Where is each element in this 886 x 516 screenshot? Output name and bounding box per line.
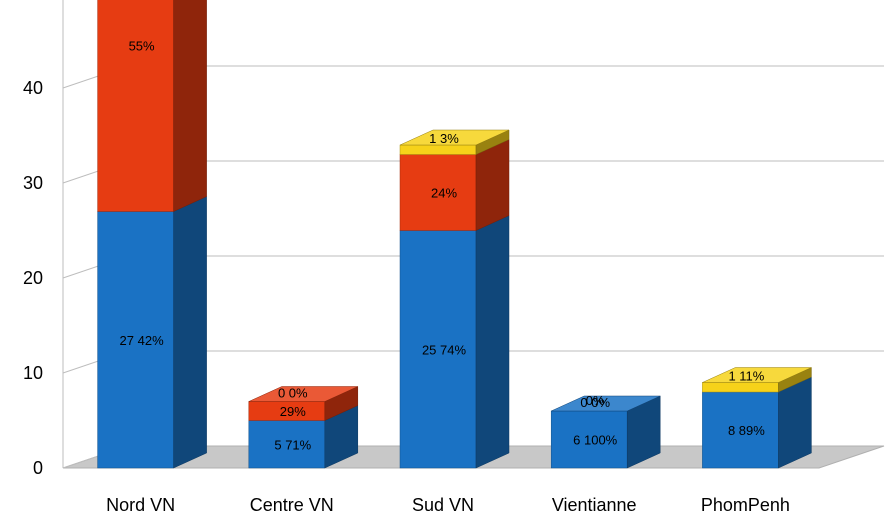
bar-segment-side: [173, 0, 207, 212]
data-label: 1 11%: [728, 369, 764, 384]
bar-segment: [248, 420, 326, 469]
x-category-label: Vientianne: [552, 495, 637, 515]
bar-stack: 25 74% 24% 1 3%: [399, 129, 510, 469]
bar-segment-side: [173, 196, 207, 469]
bar-stack: 5 71% 29% 0 0%: [248, 386, 359, 469]
bar-segment-side: [475, 139, 510, 231]
bar-segment: [399, 154, 477, 231]
bars: 27 42%55%2 3%5 71%29%0 0%25 74%24%1 3%6 …: [97, 0, 812, 469]
data-label: 29%: [280, 404, 306, 419]
bar-top-face: [551, 395, 661, 412]
bar-segment: [702, 382, 779, 393]
data-label: 8 89%: [728, 423, 765, 438]
data-label: 0 0%: [580, 395, 610, 410]
bar-top-face: [248, 386, 358, 402]
y-axis-tick-labels: 010203040506070: [23, 0, 43, 478]
data-label: 6 100%: [573, 433, 618, 448]
data-label: 5 71%: [274, 437, 311, 452]
data-label: 27 42%: [120, 333, 165, 348]
x-axis-category-labels: Nord VN Centre VN Sud VN Vientianne PhomPenh: [106, 495, 790, 515]
y-tick-label: 0: [33, 458, 43, 478]
y-tick-label: 50: [23, 0, 43, 3]
bar-segment: [399, 230, 477, 469]
x-category-label: Sud VN: [412, 495, 474, 515]
data-label: 24%: [431, 186, 457, 201]
bar-stack: 6 100% 0%0 0%: [550, 393, 661, 469]
data-label: 0 0%: [278, 386, 308, 401]
bar-stack: 27 42%55%2 3%: [97, 0, 207, 469]
bar-segment: [97, 211, 174, 469]
data-label: 0%: [586, 393, 605, 408]
bar-stack: 8 89%0%1 11%: [702, 367, 812, 469]
y-tick-label: 30: [23, 173, 43, 193]
bar-segment-side: [778, 376, 812, 469]
y-tick-label: 10: [23, 363, 43, 383]
x-category-label: PhomPenh: [701, 495, 790, 515]
bar-segment-side: [475, 215, 510, 469]
x-category-label: Nord VN: [106, 495, 175, 515]
data-label: 1 3%: [429, 131, 459, 146]
bar-top-face: [702, 367, 812, 383]
bar-segment: [550, 410, 628, 469]
x-category-label: Centre VN: [250, 495, 334, 515]
bar-segment: [97, 0, 174, 212]
y-tick-label: 20: [23, 268, 43, 288]
data-label: 25 74%: [422, 342, 467, 357]
y-tick-label: 40: [23, 78, 43, 98]
bar-top-face: [399, 129, 510, 146]
data-label: 55%: [129, 38, 155, 53]
bar-segment: [399, 144, 477, 155]
